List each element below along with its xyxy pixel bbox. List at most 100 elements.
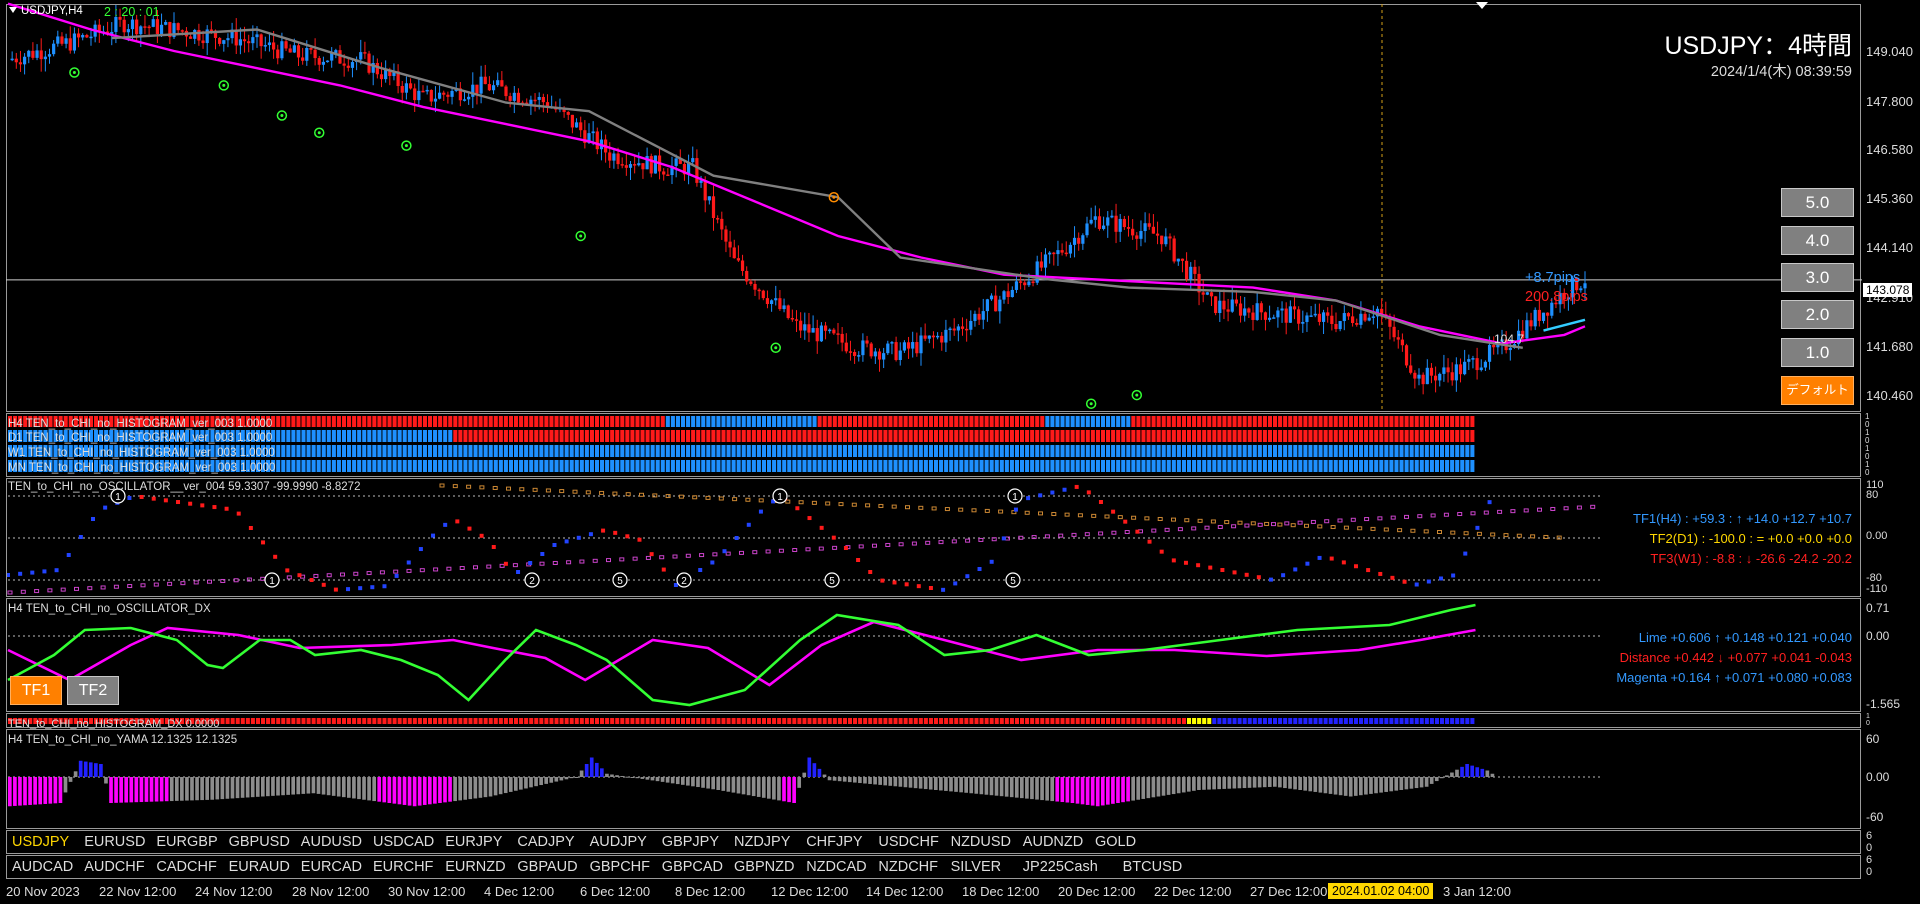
scale-button-3[interactable]: 3.0 bbox=[1781, 263, 1854, 292]
histogram-bar bbox=[655, 445, 660, 457]
chart-menu-icon[interactable] bbox=[9, 7, 17, 13]
symbol-link-eurgbp[interactable]: EURGBP bbox=[156, 834, 218, 850]
yama-bar bbox=[1070, 777, 1075, 803]
candle-body bbox=[529, 99, 533, 105]
histogram-bar bbox=[352, 460, 357, 472]
yama-bar bbox=[1095, 777, 1100, 807]
scale-button-4[interactable]: 4.0 bbox=[1781, 226, 1854, 255]
histogram-bar bbox=[215, 445, 220, 457]
scale-button-1[interactable]: 1.0 bbox=[1781, 338, 1854, 367]
candle-body bbox=[877, 351, 882, 360]
symbol-link-nzdusd[interactable]: NZDUSD bbox=[950, 834, 1012, 850]
dx-histogram-bar bbox=[1293, 718, 1298, 724]
symbol-link-euraud[interactable]: EURAUD bbox=[228, 859, 290, 875]
symbol-link-cadjpy[interactable]: CADJPY bbox=[517, 834, 575, 850]
osc-dot bbox=[1317, 555, 1322, 560]
candle-body bbox=[873, 351, 877, 357]
yama-bar bbox=[1247, 777, 1252, 788]
symbol-link-usdjpy[interactable]: USDJPY bbox=[12, 834, 70, 850]
histogram-bar bbox=[1343, 445, 1348, 457]
dx-histogram-bar bbox=[620, 718, 625, 724]
symbol-link-btcusd[interactable]: BTCUSD bbox=[1122, 859, 1183, 875]
symbol-link-gbpnzd[interactable]: GBPNZD bbox=[734, 859, 795, 875]
histogram-bar bbox=[1075, 445, 1080, 457]
histogram-bar bbox=[1359, 460, 1364, 472]
yama-bar bbox=[701, 777, 705, 788]
symbol-link-audcad[interactable]: AUDCAD bbox=[12, 859, 74, 875]
histogram-bar bbox=[1323, 445, 1328, 457]
histogram-bar bbox=[281, 430, 286, 442]
histogram-bar bbox=[99, 460, 104, 472]
histogram-bar bbox=[691, 416, 696, 427]
histogram-bar bbox=[579, 445, 584, 457]
dx-histogram-bar bbox=[478, 718, 483, 724]
symbol-link-gbpusd[interactable]: GBPUSD bbox=[228, 834, 290, 850]
symbol-link-eurjpy[interactable]: EURJPY bbox=[445, 834, 503, 850]
yama-bar bbox=[1176, 777, 1181, 794]
symbol-link-chfjpy[interactable]: CHFJPY bbox=[806, 834, 863, 850]
symbol-link-silver[interactable]: SILVER bbox=[950, 859, 1002, 875]
candle-body bbox=[1471, 358, 1475, 360]
histogram-bar bbox=[605, 460, 610, 472]
symbol-link-nzdjpy[interactable]: NZDJPY bbox=[734, 834, 791, 850]
dx-scale-label: 0.00 bbox=[1866, 629, 1890, 643]
yama-bar bbox=[1025, 777, 1029, 799]
symbol-link-usdcad[interactable]: USDCAD bbox=[373, 834, 435, 850]
osc-square bbox=[1024, 510, 1030, 515]
symbol-link-cadchf[interactable]: CADCHF bbox=[156, 859, 217, 875]
symbol-link-usdchf[interactable]: USDCHF bbox=[878, 834, 939, 850]
symbol-link-eurchf[interactable]: EURCHF bbox=[373, 859, 434, 875]
dx-histogram-bar bbox=[1040, 718, 1045, 724]
symbol-link-audnzd[interactable]: AUDNZD bbox=[1022, 834, 1084, 850]
symbol-link-eurusd[interactable]: EURUSD bbox=[84, 834, 146, 850]
yama-bar bbox=[190, 777, 194, 801]
histogram-bar bbox=[109, 460, 114, 472]
histogram-bar bbox=[675, 416, 680, 427]
symbol-link-gbpcad[interactable]: GBPCAD bbox=[661, 859, 724, 875]
histogram-bar bbox=[1009, 430, 1014, 442]
symbol-link-eurcad[interactable]: EURCAD bbox=[300, 859, 363, 875]
symbol-link-nzdchf[interactable]: NZDCHF bbox=[878, 859, 938, 875]
histogram-bar bbox=[1136, 430, 1141, 442]
histogram-bar bbox=[574, 445, 579, 457]
time-axis-label: 30 Nov 12:00 bbox=[388, 884, 466, 899]
price-chart[interactable] bbox=[0, 0, 1862, 412]
symbol-link-audusd[interactable]: AUDUSD bbox=[300, 834, 363, 850]
scale-button-2[interactable]: 2.0 bbox=[1781, 300, 1854, 329]
histogram-bar bbox=[706, 445, 711, 457]
default-scale-button[interactable]: デフォルト bbox=[1781, 376, 1854, 405]
histogram-bar bbox=[417, 445, 422, 457]
symbol-link-nzdcad[interactable]: NZDCAD bbox=[806, 859, 867, 875]
symbol-link-jp225cash[interactable]: JP225Cash bbox=[1022, 859, 1098, 875]
dx-histogram-bar bbox=[630, 718, 635, 724]
symbol-link-gbpjpy[interactable]: GBPJPY bbox=[661, 834, 720, 850]
symbol-link-gbpchf[interactable]: GBPCHF bbox=[589, 859, 651, 875]
histogram-bar bbox=[524, 445, 529, 457]
dx-histogram-bar bbox=[230, 718, 235, 724]
scale-button-5[interactable]: 5.0 bbox=[1781, 188, 1854, 217]
osc-square bbox=[1204, 525, 1210, 530]
symbol-link-audchf[interactable]: AUDCHF bbox=[84, 859, 145, 875]
symbol-link-gold[interactable]: GOLD bbox=[1095, 834, 1137, 850]
histogram-bar bbox=[503, 460, 508, 472]
candle-body bbox=[836, 333, 840, 335]
candle-body bbox=[234, 29, 238, 46]
dx-histogram-bar bbox=[534, 718, 539, 724]
tf1-button[interactable]: TF1 bbox=[10, 676, 62, 705]
osc-marker-number: 2 bbox=[529, 576, 535, 587]
osc-square bbox=[1217, 524, 1223, 529]
symbol-link-audjpy[interactable]: AUDJPY bbox=[589, 834, 647, 850]
tf2-button[interactable]: TF2 bbox=[67, 676, 119, 705]
histogram-bar bbox=[873, 460, 878, 472]
histogram-bar bbox=[1004, 416, 1009, 427]
yama-bar bbox=[1141, 777, 1146, 799]
dx-histogram-bar bbox=[377, 718, 382, 724]
symbol-link-gbpaud[interactable]: GBPAUD bbox=[517, 859, 578, 875]
histogram-bar bbox=[286, 445, 291, 457]
histogram-bar bbox=[812, 430, 817, 442]
dx-histogram-bar bbox=[453, 718, 458, 724]
osc-scale-label: -80 bbox=[1866, 572, 1882, 584]
histogram-bar bbox=[78, 430, 83, 442]
symbol-link-eurnzd[interactable]: EURNZD bbox=[445, 859, 506, 875]
histogram-bar bbox=[969, 430, 974, 442]
